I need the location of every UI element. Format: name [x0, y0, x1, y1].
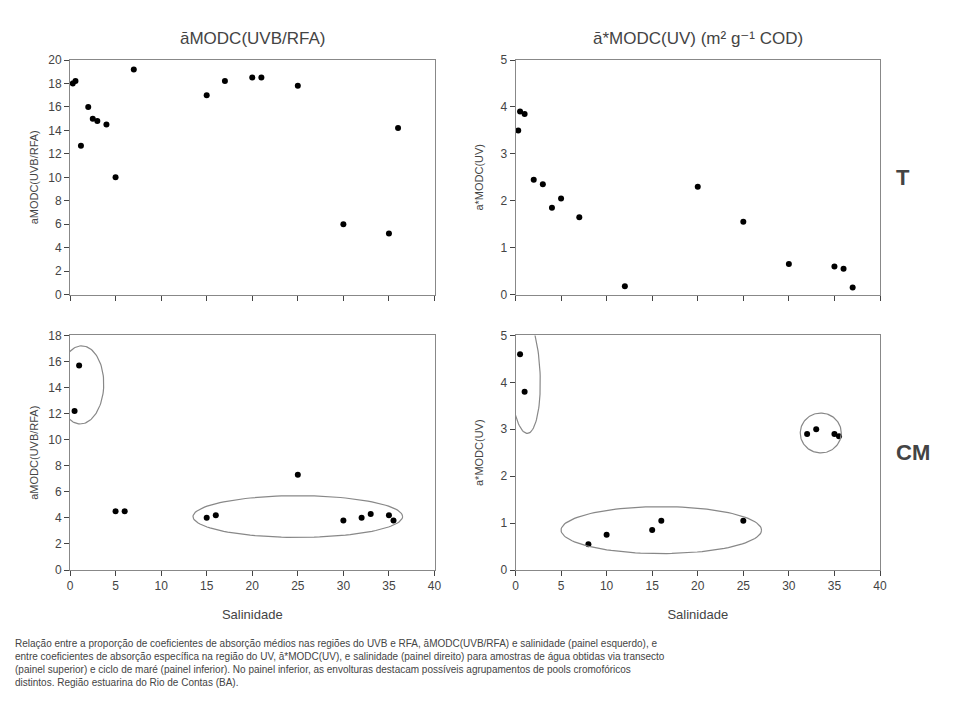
svg-text:a*MODC(UV): a*MODC(UV) — [474, 144, 486, 211]
svg-text:2: 2 — [500, 469, 507, 483]
svg-text:0: 0 — [55, 563, 62, 577]
svg-text:20: 20 — [691, 579, 705, 593]
svg-text:20: 20 — [48, 53, 62, 67]
svg-text:aMODC(UVB/RFA): aMODC(UVB/RFA) — [28, 130, 40, 224]
svg-text:10: 10 — [48, 433, 62, 447]
svg-text:āMODC(UVB/RFA): āMODC(UVB/RFA) — [180, 29, 325, 48]
svg-text:5: 5 — [558, 579, 565, 593]
svg-text:12: 12 — [48, 407, 62, 421]
svg-text:8: 8 — [55, 459, 62, 473]
svg-text:6: 6 — [55, 217, 62, 231]
svg-text:10: 10 — [48, 171, 62, 185]
svg-text:aMODC(UVB/RFA): aMODC(UVB/RFA) — [28, 406, 40, 500]
svg-text:0: 0 — [67, 579, 74, 593]
svg-text:2: 2 — [55, 264, 62, 278]
svg-text:30: 30 — [337, 579, 351, 593]
svg-text:40: 40 — [873, 579, 887, 593]
svg-text:25: 25 — [737, 579, 751, 593]
svg-text:25: 25 — [291, 579, 305, 593]
svg-text:10: 10 — [600, 579, 614, 593]
svg-text:0: 0 — [500, 563, 507, 577]
svg-text:12: 12 — [48, 147, 62, 161]
svg-text:0: 0 — [512, 579, 519, 593]
svg-text:6: 6 — [55, 485, 62, 499]
svg-text:0: 0 — [500, 288, 507, 302]
svg-text:1: 1 — [500, 241, 507, 255]
svg-text:T: T — [896, 165, 910, 190]
svg-text:2: 2 — [500, 194, 507, 208]
svg-text:3: 3 — [500, 422, 507, 436]
svg-text:0: 0 — [55, 288, 62, 302]
svg-text:4: 4 — [55, 511, 62, 525]
svg-text:Salinidade: Salinidade — [667, 607, 728, 622]
svg-text:8: 8 — [55, 194, 62, 208]
svg-text:Salinidade: Salinidade — [222, 607, 283, 622]
svg-text:a*MODC(UV): a*MODC(UV) — [474, 419, 486, 486]
svg-text:ā*MODC(UV) (m² g⁻¹ COD): ā*MODC(UV) (m² g⁻¹ COD) — [593, 29, 803, 48]
svg-text:4: 4 — [55, 241, 62, 255]
svg-text:3: 3 — [500, 147, 507, 161]
svg-text:5: 5 — [112, 579, 119, 593]
svg-text:18: 18 — [48, 329, 62, 343]
svg-text:20: 20 — [246, 579, 260, 593]
svg-text:35: 35 — [382, 579, 396, 593]
svg-text:2: 2 — [55, 537, 62, 551]
svg-text:15: 15 — [200, 579, 214, 593]
svg-text:40: 40 — [428, 579, 442, 593]
svg-text:16: 16 — [48, 355, 62, 369]
svg-text:Relação entre a proporção de c: Relação entre a proporção de coeficiente… — [15, 638, 665, 688]
svg-text:15: 15 — [646, 579, 660, 593]
svg-text:5: 5 — [500, 53, 507, 67]
svg-text:CM: CM — [896, 440, 930, 465]
svg-text:5: 5 — [500, 329, 507, 343]
svg-text:10: 10 — [154, 579, 168, 593]
svg-text:14: 14 — [48, 124, 62, 138]
svg-text:4: 4 — [500, 100, 507, 114]
svg-text:35: 35 — [828, 579, 842, 593]
svg-text:18: 18 — [48, 77, 62, 91]
svg-text:30: 30 — [782, 579, 796, 593]
svg-text:16: 16 — [48, 100, 62, 114]
svg-text:14: 14 — [48, 381, 62, 395]
svg-text:4: 4 — [500, 376, 507, 390]
svg-text:1: 1 — [500, 516, 507, 530]
